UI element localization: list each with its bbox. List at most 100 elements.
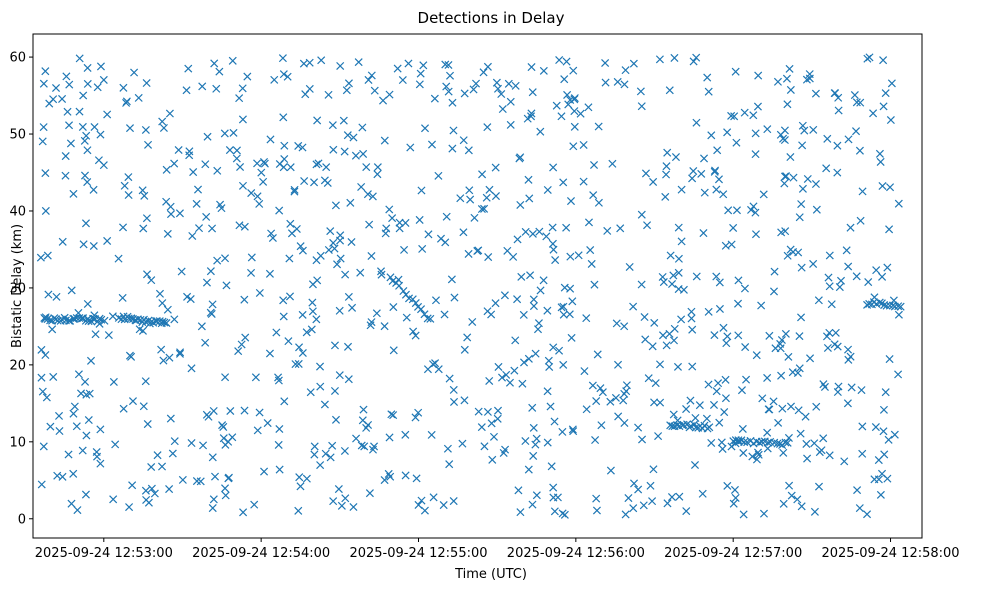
- detection-marker: [704, 380, 713, 389]
- detection-marker: [796, 429, 805, 438]
- detection-marker: [226, 406, 235, 416]
- detection-marker: [789, 173, 798, 182]
- detection-marker: [399, 286, 408, 296]
- detection-marker: [212, 84, 221, 93]
- detection-marker: [221, 491, 230, 500]
- detection-marker: [566, 197, 576, 206]
- detection-marker: [45, 99, 54, 108]
- detection-marker: [731, 67, 740, 76]
- detection-marker: [723, 332, 732, 341]
- detection-marker: [349, 502, 358, 512]
- detection-marker: [377, 270, 386, 279]
- detection-marker: [411, 299, 420, 308]
- detection-marker: [543, 438, 552, 447]
- detection-marker: [497, 373, 507, 382]
- detection-marker: [80, 136, 89, 145]
- detection-marker: [365, 489, 374, 498]
- detection-marker: [84, 317, 93, 326]
- detection-marker: [79, 91, 88, 100]
- detection-marker: [544, 356, 553, 365]
- detection-marker: [847, 383, 856, 392]
- detection-marker: [480, 204, 489, 213]
- detection-marker: [747, 205, 756, 214]
- detection-marker: [825, 328, 834, 337]
- detection-marker: [100, 316, 109, 325]
- detection-marker: [474, 246, 483, 255]
- detection-marker: [119, 404, 128, 413]
- detection-marker: [61, 171, 70, 180]
- detection-marker: [483, 307, 492, 316]
- detection-marker: [564, 100, 573, 109]
- detection-marker: [202, 212, 211, 221]
- detection-marker: [38, 387, 47, 396]
- detection-marker: [317, 56, 326, 65]
- detection-marker: [606, 397, 615, 406]
- detection-marker: [74, 370, 83, 379]
- detection-marker: [534, 319, 543, 328]
- detection-marker: [83, 299, 92, 308]
- detection-marker: [159, 356, 168, 365]
- detection-marker: [574, 251, 583, 260]
- detection-marker: [869, 109, 878, 118]
- detection-marker: [863, 510, 872, 519]
- detection-marker: [53, 471, 62, 480]
- detection-marker: [434, 171, 443, 180]
- detection-marker: [324, 245, 333, 254]
- detection-marker: [109, 495, 118, 504]
- detection-marker: [480, 442, 489, 451]
- detection-marker: [444, 87, 453, 96]
- detection-marker: [704, 87, 713, 96]
- detection-marker: [885, 355, 894, 364]
- detection-marker: [232, 146, 241, 155]
- detection-marker: [494, 362, 503, 371]
- detection-marker: [679, 420, 688, 429]
- detection-marker: [692, 118, 701, 127]
- detection-marker: [655, 55, 664, 64]
- detection-marker: [364, 75, 373, 84]
- detection-marker: [478, 170, 487, 179]
- detection-marker: [275, 424, 284, 434]
- detection-marker: [52, 292, 61, 301]
- detection-marker: [606, 466, 615, 475]
- detection-marker: [380, 476, 389, 485]
- detection-marker: [730, 485, 739, 494]
- detection-marker: [163, 229, 172, 238]
- detection-marker: [491, 163, 500, 172]
- detection-marker: [290, 187, 299, 196]
- detection-marker: [528, 229, 537, 238]
- detection-marker: [712, 272, 721, 281]
- detection-marker: [682, 405, 691, 414]
- detection-marker: [240, 222, 249, 231]
- detection-marker: [603, 226, 612, 235]
- detection-marker: [447, 275, 456, 284]
- detection-marker: [221, 254, 230, 263]
- detection-marker: [466, 195, 475, 204]
- detection-marker: [549, 163, 558, 172]
- detection-marker: [546, 402, 555, 411]
- detection-marker: [783, 100, 792, 109]
- detection-marker: [259, 157, 269, 166]
- detection-marker: [292, 224, 301, 233]
- detection-marker: [493, 406, 503, 415]
- detection-marker: [206, 267, 215, 276]
- detection-marker: [570, 122, 579, 131]
- detection-marker: [414, 500, 423, 509]
- detection-marker: [858, 187, 867, 196]
- detection-marker: [753, 102, 762, 111]
- detection-marker: [109, 377, 118, 386]
- detection-marker: [477, 205, 486, 214]
- detection-marker: [621, 510, 630, 519]
- detection-marker: [569, 142, 578, 151]
- detection-marker: [876, 157, 885, 166]
- detection-marker: [658, 272, 667, 282]
- detection-marker: [449, 126, 458, 135]
- detection-marker: [559, 178, 568, 187]
- detection-marker: [885, 225, 894, 234]
- detection-marker: [385, 90, 394, 99]
- detection-marker: [557, 112, 566, 121]
- detection-marker: [894, 302, 903, 311]
- detection-marker: [158, 299, 167, 308]
- detection-marker: [37, 480, 46, 489]
- detection-marker: [545, 362, 554, 371]
